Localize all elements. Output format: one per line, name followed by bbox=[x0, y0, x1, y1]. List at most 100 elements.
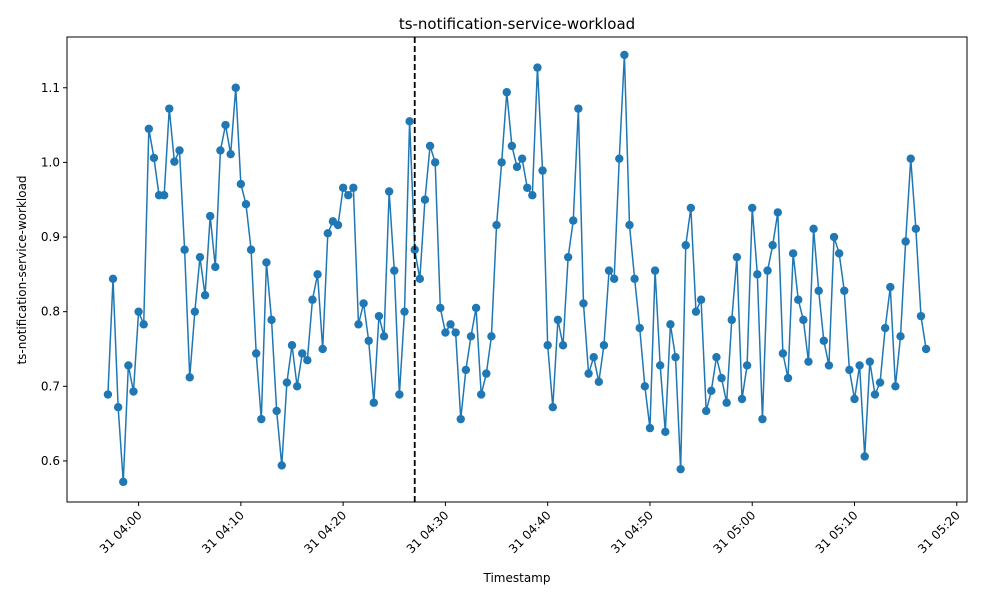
data-point bbox=[696, 295, 706, 304]
data-point bbox=[159, 191, 169, 200]
y-tick-label: 1.1 bbox=[41, 81, 60, 95]
data-point bbox=[349, 183, 358, 192]
data-point bbox=[569, 216, 578, 225]
data-point bbox=[543, 341, 552, 350]
data-point bbox=[553, 315, 563, 325]
data-point bbox=[507, 141, 517, 151]
data-point bbox=[451, 328, 460, 337]
data-point bbox=[763, 266, 772, 275]
data-point bbox=[221, 120, 230, 130]
data-point bbox=[860, 452, 869, 461]
data-point bbox=[758, 414, 767, 424]
data-point bbox=[139, 320, 148, 329]
data-point bbox=[712, 353, 721, 362]
data-point bbox=[794, 295, 803, 304]
y-tick-label: 1.0 bbox=[41, 155, 60, 169]
data-point bbox=[584, 369, 593, 378]
data-point bbox=[124, 361, 133, 370]
data-point bbox=[512, 162, 522, 172]
data-point bbox=[655, 361, 665, 370]
data-point bbox=[717, 373, 726, 383]
data-point bbox=[477, 390, 486, 399]
data-point bbox=[354, 320, 363, 329]
data-point bbox=[517, 154, 527, 163]
data-point bbox=[313, 270, 322, 279]
data-point bbox=[538, 166, 547, 175]
chart-title: ts-notification-service-workload bbox=[399, 15, 635, 33]
data-point bbox=[722, 398, 731, 407]
data-point bbox=[149, 153, 159, 163]
data-point bbox=[773, 208, 782, 217]
plot-area bbox=[103, 37, 931, 502]
data-point bbox=[671, 353, 680, 362]
data-point bbox=[323, 229, 332, 238]
data-point bbox=[799, 315, 808, 325]
data-point bbox=[748, 203, 757, 213]
data-point bbox=[241, 199, 251, 209]
data-point bbox=[594, 377, 604, 387]
data-point bbox=[374, 311, 384, 321]
data-point bbox=[441, 328, 450, 337]
data-point bbox=[119, 477, 128, 487]
data-point bbox=[579, 299, 588, 308]
data-point bbox=[681, 241, 690, 250]
data-point bbox=[430, 158, 440, 167]
data-point bbox=[737, 394, 747, 404]
data-point bbox=[108, 274, 118, 284]
data-point bbox=[257, 414, 266, 424]
data-point bbox=[640, 382, 650, 391]
data-point bbox=[267, 315, 276, 325]
data-point bbox=[129, 387, 138, 396]
data-point bbox=[921, 344, 931, 354]
data-point bbox=[855, 361, 864, 370]
data-point bbox=[548, 403, 557, 412]
data-point bbox=[425, 141, 435, 151]
data-point bbox=[226, 149, 235, 159]
data-point bbox=[338, 183, 348, 192]
data-point bbox=[906, 154, 915, 163]
data-point bbox=[911, 224, 921, 234]
data-point bbox=[609, 274, 619, 284]
data-point bbox=[528, 191, 537, 200]
data-point bbox=[170, 157, 179, 166]
data-point bbox=[604, 266, 614, 275]
data-point bbox=[865, 357, 875, 366]
data-point bbox=[804, 357, 813, 366]
data-point bbox=[252, 349, 261, 358]
data-point bbox=[620, 50, 629, 60]
data-point bbox=[886, 282, 895, 292]
data-point bbox=[379, 332, 389, 341]
data-point bbox=[819, 336, 829, 345]
data-point bbox=[272, 406, 281, 416]
data-point bbox=[487, 332, 496, 341]
data-point bbox=[558, 341, 568, 350]
data-point bbox=[236, 179, 246, 189]
data-point bbox=[420, 195, 430, 204]
data-point bbox=[185, 373, 194, 382]
data-point bbox=[650, 266, 660, 275]
data-point bbox=[788, 249, 798, 258]
data-point bbox=[482, 369, 491, 378]
data-point bbox=[850, 394, 859, 404]
data-point bbox=[405, 117, 414, 126]
y-axis-label: ts-notification-service-workload bbox=[15, 175, 29, 364]
data-point bbox=[916, 311, 926, 321]
data-point bbox=[190, 307, 200, 316]
data-point bbox=[574, 104, 583, 113]
data-point bbox=[113, 403, 123, 412]
data-point bbox=[666, 320, 675, 329]
data-point bbox=[809, 224, 818, 234]
data-point bbox=[875, 378, 885, 387]
data-point bbox=[707, 386, 716, 395]
data-point bbox=[497, 158, 506, 167]
data-point bbox=[661, 427, 670, 437]
data-point bbox=[195, 252, 205, 262]
data-point bbox=[292, 382, 302, 391]
data-point bbox=[461, 365, 471, 375]
data-point bbox=[262, 258, 271, 267]
data-point bbox=[165, 104, 174, 113]
data-point bbox=[691, 307, 701, 316]
data-point bbox=[824, 361, 834, 370]
data-point bbox=[523, 183, 532, 192]
